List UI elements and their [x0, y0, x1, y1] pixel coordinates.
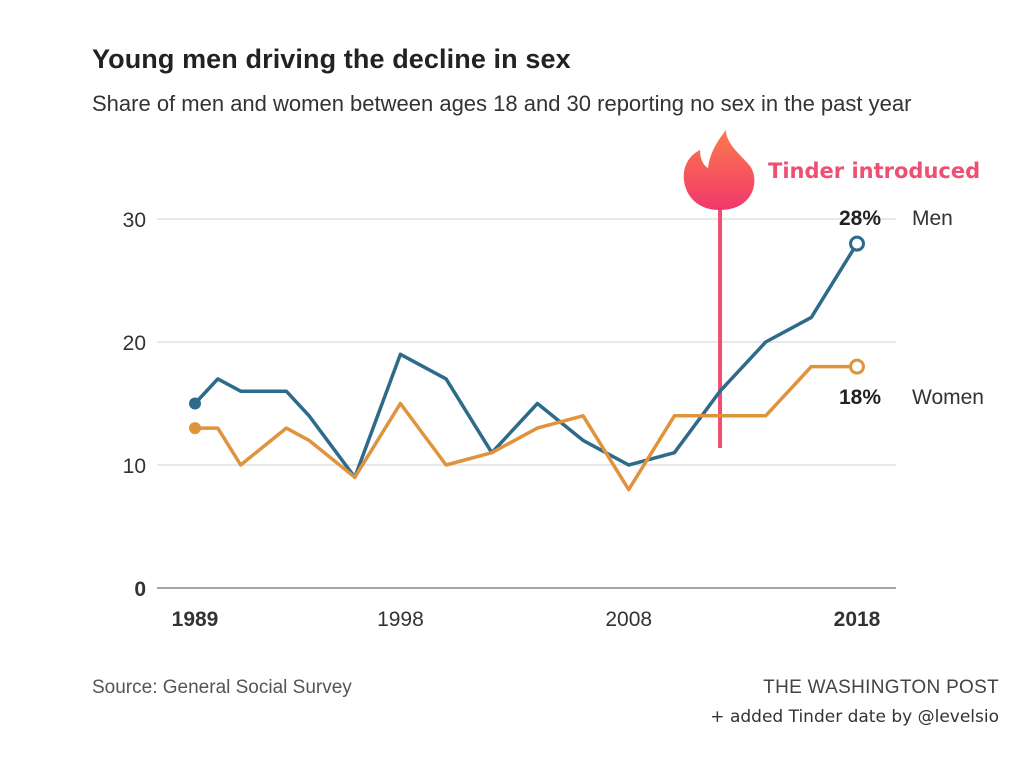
series-line-women: [195, 364, 857, 492]
annotation-credit: + added Tinder date by @levelsio: [710, 707, 999, 727]
y-tick-label: 0: [134, 578, 146, 601]
series-end-point: [849, 358, 865, 375]
y-tick-label: 10: [123, 455, 146, 478]
chart-title: Young men driving the decline in sex: [92, 44, 571, 74]
legend-label-women: Women: [912, 386, 984, 409]
tinder-flame-icon: [683, 130, 755, 210]
series-start-point: [189, 397, 201, 410]
men-end-value-label: 28%: [839, 207, 881, 230]
series-start-point: [189, 422, 201, 435]
x-tick-label: 1998: [377, 608, 424, 631]
y-tick-label: 30: [123, 209, 146, 232]
y-tick-label: 20: [123, 332, 146, 355]
series-end-point: [849, 235, 865, 252]
women-end-value-label: 18%: [839, 386, 881, 409]
tinder-annotation-label: Tinder introduced: [768, 159, 980, 183]
chart-subtitle: Share of men and women between ages 18 a…: [92, 91, 912, 116]
series-line-men: [193, 242, 859, 480]
legend-label-men: Men: [912, 207, 953, 230]
x-tick-label: 1989: [172, 608, 219, 631]
x-tick-label: 2008: [605, 608, 652, 631]
x-tick-label: 2018: [834, 608, 881, 631]
source-note: Source: General Social Survey: [92, 677, 352, 698]
publisher-name: THE WASHINGTON POST: [763, 677, 999, 698]
